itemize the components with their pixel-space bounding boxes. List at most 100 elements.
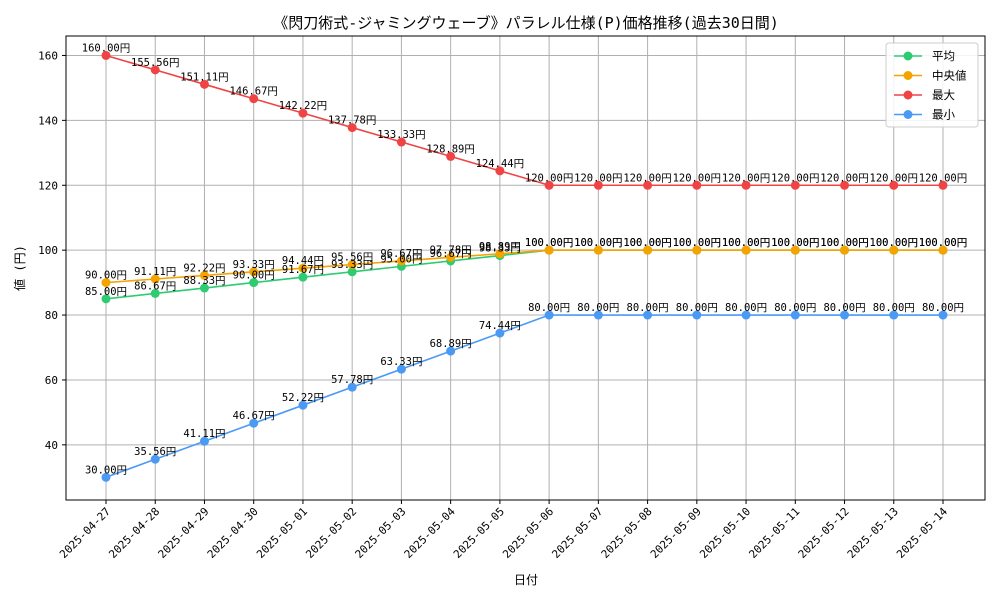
series-3-point-6 [396,364,406,374]
series-0-data-label-7: 96.67円 [430,248,472,260]
series-line-2 [105,54,943,187]
series-3-point-12 [692,310,702,320]
series-3-point-16 [889,310,899,320]
series-2-data-label-7: 128.89円 [426,143,474,155]
series-1-point-15 [840,245,850,255]
series-1-point-1 [150,274,160,284]
series-line-0 [105,249,943,300]
series-1-data-label-8: 98.89円 [479,241,521,253]
series-1-data-label-10: 100.00円 [574,237,622,249]
legend-marker-1 [903,71,913,80]
series-1-data-label-5: 95.56円 [331,252,373,264]
series-0-data-label-2: 88.33円 [183,275,225,287]
series-3-point-7 [446,346,456,356]
series-1-point-6 [396,256,406,266]
series-2-data-label-16: 120.00円 [870,172,918,184]
series-0-data-label-1: 86.67円 [134,280,176,292]
series-3-point-17 [938,310,948,320]
legend-marker-0 [903,51,913,61]
series-2-point-17 [938,180,948,190]
x-tick-label-1: 2025-04-28 [106,505,162,561]
series-1-point-17 [938,245,948,255]
x-tick-label-14: 2025-05-11 [746,505,802,561]
series-0-point-0 [101,294,111,304]
series-0-point-1 [150,288,160,298]
series-3-data-label-11: 80.00円 [627,302,669,314]
series-0-point-3 [249,278,259,288]
series-2-point-12 [692,180,702,190]
x-axis-label: 日付 [514,573,538,587]
data-labels-layer: 85.00円 86.67円 88.33円 90.00円 91.67円 93.33円 95.0… [82,42,967,476]
series-2-point-15 [840,180,850,190]
series-1-data-label-4: 94.44円 [282,255,324,267]
series-1-data-label-17: 100.00円 [919,237,967,249]
series-2-point-10 [593,180,603,190]
series-2-point-1 [150,65,160,75]
series-2-point-4 [298,108,308,118]
y-tick-label-6: 160 [38,49,58,62]
series-1-data-label-13: 100.00円 [722,237,770,249]
series-3-data-label-15: 80.00円 [823,302,865,314]
series-2-data-label-4: 142.22円 [279,100,327,112]
series-0-data-label-10: 100.00円 [574,237,622,249]
x-tick-label-17: 2025-05-14 [894,505,950,561]
series-line-3 [105,314,943,479]
series-0-data-label-16: 100.00円 [870,237,918,249]
series-0-data-label-9: 100.00円 [525,237,573,249]
y-tick-label-3: 100 [38,244,58,257]
series-2-data-label-15: 120.00円 [820,172,868,184]
series-3-data-label-16: 80.00円 [873,302,915,314]
series-2-data-label-8: 124.44円 [476,158,524,170]
series-1-point-16 [889,245,899,255]
series-1-data-label-16: 100.00円 [870,237,918,249]
series-2-point-11 [643,180,653,190]
series-3-point-13 [741,310,751,320]
series-2-data-label-3: 146.67円 [229,86,277,98]
series-3-point-10 [593,310,603,320]
series-2-point-3 [249,94,259,104]
series-1-point-12 [692,245,702,255]
series-2-point-2 [199,79,209,89]
legend-label-3: 最小 [932,108,955,122]
series-3-data-label-5: 57.78円 [331,374,373,386]
series-2-point-8 [495,166,505,176]
series-3-point-3 [249,418,259,428]
series-2-data-label-14: 120.00円 [771,172,819,184]
x-axis-ticks: 2025-04-272025-04-282025-04-292025-04-30… [57,500,950,561]
series-2-data-label-11: 120.00円 [623,172,671,184]
chart-title: 《閃刀術式-ジャミングウェーブ》パラレル仕様(P)価格推移(過去30日間) [273,14,779,32]
y-tick-label-4: 120 [38,179,58,192]
x-tick-label-15: 2025-05-12 [796,505,852,561]
series-1-data-label-1: 91.11円 [134,266,176,278]
series-1-data-label-6: 96.67円 [380,248,422,260]
y-tick-label-5: 140 [38,114,58,127]
series-1-point-9 [544,245,554,255]
series-2-data-label-13: 120.00円 [722,172,770,184]
x-tick-label-11: 2025-05-08 [599,505,655,561]
series-3-point-11 [643,310,653,320]
series-1-data-label-12: 100.00円 [673,237,721,249]
series-2-data-label-17: 120.00円 [919,172,967,184]
series-0-data-label-15: 100.00円 [820,237,868,249]
series-1-data-label-2: 92.22円 [183,262,225,274]
series-1-point-11 [643,245,653,255]
series-1-data-label-3: 93.33円 [233,259,275,271]
series-2-data-label-1: 155.56円 [131,57,179,69]
legend-box [885,42,979,128]
series-2-point-13 [741,180,751,190]
series-0-point-4 [298,272,308,282]
series-3-data-label-13: 80.00円 [725,302,767,314]
x-tick-label-7: 2025-05-04 [402,505,458,561]
series-3-data-label-8: 74.44円 [479,320,521,332]
series-2-data-label-2: 151.11円 [180,71,228,83]
x-tick-label-10: 2025-05-07 [549,505,605,561]
x-tick-label-4: 2025-05-01 [254,505,310,561]
series-1-point-14 [790,245,800,255]
series-2-point-7 [446,151,456,161]
x-tick-label-12: 2025-05-09 [648,505,704,561]
series-2-point-14 [790,180,800,190]
series-3-data-label-7: 68.89円 [430,338,472,350]
x-tick-label-2: 2025-04-29 [156,505,212,561]
